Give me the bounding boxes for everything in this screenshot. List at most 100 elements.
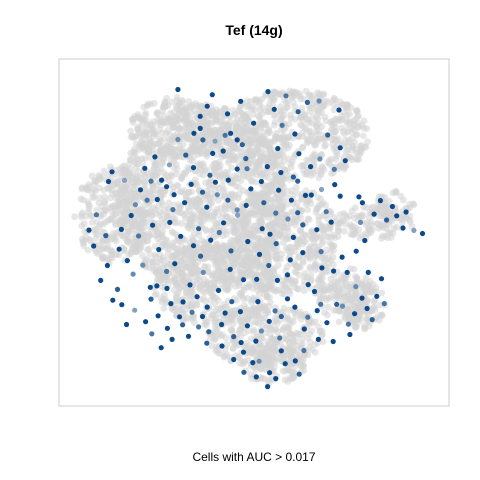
background-cell — [135, 192, 143, 200]
background-cell — [281, 280, 289, 288]
background-cell — [272, 314, 279, 322]
background-cell — [306, 108, 314, 115]
cell-point — [400, 225, 406, 231]
background-cell — [286, 344, 293, 352]
background-cell — [152, 290, 160, 297]
background-cell — [267, 361, 274, 368]
cell-point — [323, 209, 329, 215]
background-cell — [288, 219, 295, 227]
cell-point — [123, 321, 130, 328]
background-cell — [262, 310, 270, 318]
cell-point — [132, 202, 138, 208]
cell-point — [277, 335, 283, 341]
background-cell — [341, 163, 349, 171]
background-cell — [231, 256, 239, 263]
background-cell — [279, 202, 286, 210]
background-cell — [263, 108, 271, 116]
background-cell — [157, 212, 164, 220]
background-cell — [343, 105, 351, 112]
cell-point — [182, 200, 188, 206]
cell-point — [300, 250, 306, 256]
background-cell — [211, 212, 219, 220]
background-cell — [87, 212, 95, 220]
background-cell — [151, 161, 159, 169]
cell-point — [282, 361, 288, 367]
cell-point — [158, 345, 164, 351]
cell-point — [301, 347, 307, 354]
background-cell — [281, 376, 289, 384]
background-cell — [306, 265, 314, 273]
background-cell — [406, 216, 413, 224]
background-cell — [204, 127, 212, 135]
cell-point — [305, 282, 311, 288]
background-cell — [363, 204, 370, 211]
background-cell — [181, 311, 188, 318]
background-cell — [148, 212, 155, 219]
cell-point — [234, 207, 240, 213]
cell-point — [362, 237, 368, 244]
background-cell — [157, 121, 165, 129]
background-cell — [375, 212, 383, 220]
background-cell — [207, 289, 215, 297]
background-cell — [361, 324, 368, 332]
cell-point — [199, 189, 206, 195]
background-cell — [169, 277, 176, 285]
background-cell — [168, 119, 176, 127]
background-cell — [399, 219, 406, 226]
background-cell — [150, 191, 158, 198]
background-cell — [272, 325, 280, 333]
background-cell — [378, 311, 386, 319]
cell-point — [164, 268, 170, 274]
background-cell — [315, 174, 323, 182]
background-cell — [322, 201, 329, 209]
cell-point — [265, 384, 271, 390]
cell-point — [166, 162, 172, 168]
cell-point — [243, 202, 249, 208]
background-cell — [101, 193, 108, 201]
background-cell — [150, 99, 158, 107]
background-cell — [265, 144, 273, 152]
cell-point — [241, 369, 247, 375]
cell-point — [212, 179, 218, 185]
background-cell — [285, 306, 293, 314]
background-cell — [203, 167, 211, 174]
cell-point — [273, 210, 279, 216]
background-cell — [259, 317, 267, 325]
background-cell — [254, 141, 262, 149]
cell-point — [196, 324, 202, 330]
background-cell — [316, 328, 324, 335]
background-cell — [228, 315, 236, 323]
background-cell — [274, 319, 281, 327]
background-cell — [206, 284, 214, 292]
cell-point — [245, 238, 251, 245]
background-cell — [257, 123, 265, 131]
background-cell — [242, 173, 250, 180]
cell-point — [189, 309, 195, 315]
cell-point — [212, 138, 218, 144]
background-cell — [271, 163, 279, 171]
background-cell — [266, 351, 274, 359]
cell-point — [237, 309, 243, 315]
background-cell — [362, 280, 370, 287]
background-cell — [273, 135, 281, 143]
background-cell — [177, 188, 185, 196]
background-cell — [127, 249, 135, 256]
background-cell — [137, 139, 145, 147]
cell-point — [175, 136, 181, 143]
background-cell — [182, 168, 190, 176]
cell-point — [200, 269, 206, 275]
background-cell — [155, 139, 163, 147]
background-cell — [343, 310, 350, 318]
background-cell — [85, 235, 93, 243]
background-cell — [372, 288, 380, 296]
background-cell — [255, 112, 262, 120]
background-cell — [164, 205, 172, 213]
background-cell — [307, 271, 315, 279]
cell-point — [164, 325, 170, 331]
cell-point — [240, 349, 247, 355]
background-cell — [234, 279, 242, 287]
background-cell — [142, 109, 150, 117]
background-cell — [271, 118, 279, 126]
cell-point — [259, 226, 265, 232]
cell-point — [109, 169, 115, 175]
